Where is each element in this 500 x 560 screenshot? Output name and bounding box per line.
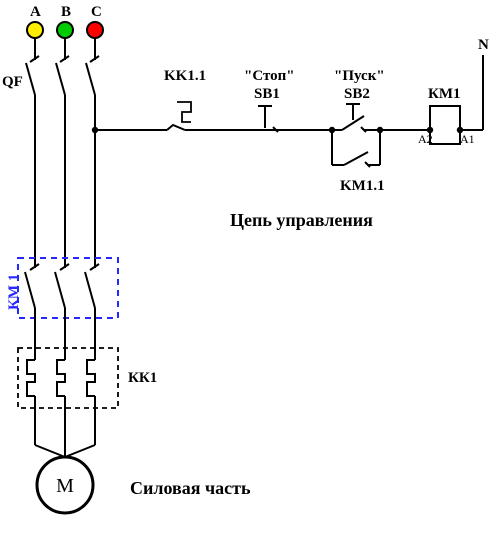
svg-text:М: М — [56, 475, 74, 497]
sb2-label: SB2 — [344, 86, 370, 103]
pusk-label: "Пуск" — [334, 68, 385, 85]
km1-label: КМ1 — [428, 86, 461, 103]
power-part-title: Силовая часть — [130, 478, 250, 499]
stop-label: "Стоп" — [244, 68, 295, 85]
sb1-label: SB1 — [254, 86, 280, 103]
kk11-label: KK1.1 — [164, 68, 206, 85]
kk1-label: КК1 — [128, 370, 157, 387]
km11-label: KM1.1 — [340, 178, 385, 195]
km1-power-label: КМ 1 — [6, 274, 23, 310]
a1-label: A1 — [460, 132, 475, 147]
qf-label: QF — [2, 74, 23, 91]
a2-label: A2 — [418, 132, 433, 147]
phase-c-label: C — [91, 4, 102, 21]
neutral-label: N — [478, 37, 489, 54]
control-loop-title: Цепь управления — [230, 210, 373, 231]
phase-a-label: A — [30, 4, 41, 21]
phase-b-label: B — [61, 4, 71, 21]
